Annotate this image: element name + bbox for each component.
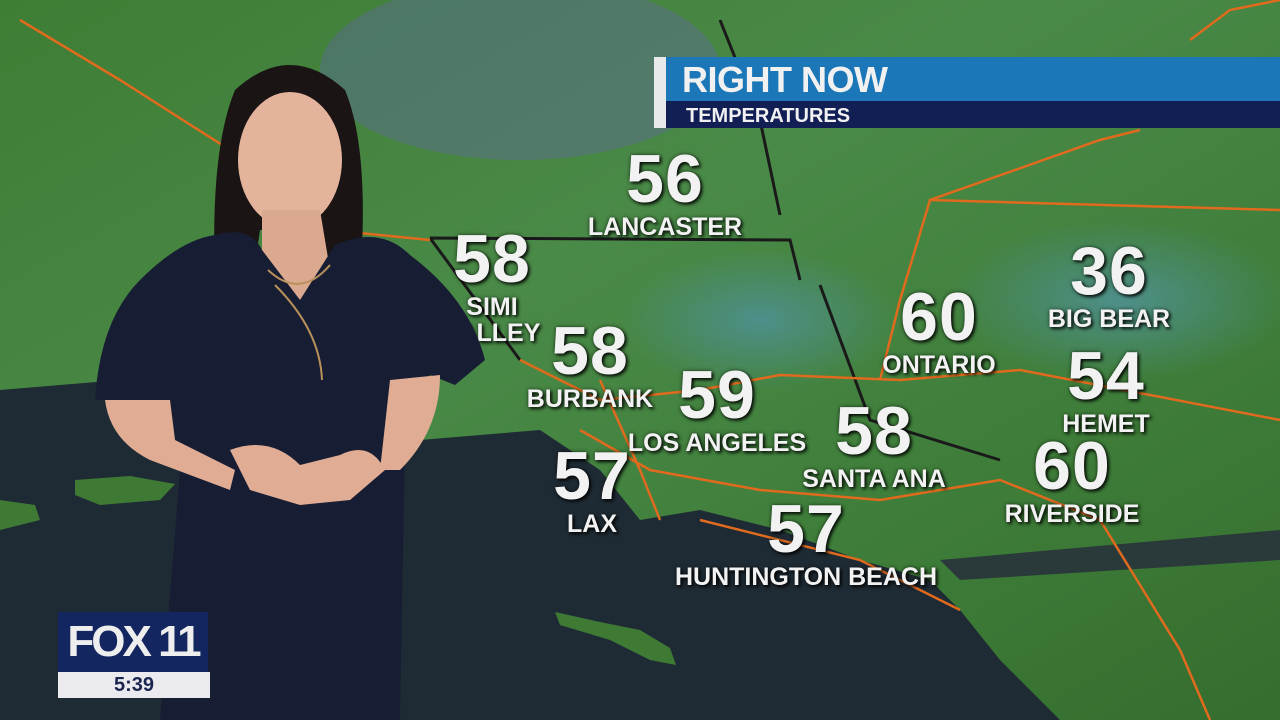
city-name: SANTA ANA	[802, 465, 946, 493]
city-name: HEMET	[1062, 410, 1150, 438]
presenter-hands	[230, 445, 385, 505]
city-big-bear: 36 BIG BEAR	[1047, 233, 1171, 333]
temperature: 58	[835, 393, 913, 469]
temperature: 56	[626, 141, 704, 217]
temperature: 58	[453, 221, 531, 297]
presenter	[95, 65, 485, 720]
temperature: 57	[767, 491, 845, 567]
banner-subtitle-bar: TEMPERATURES	[666, 101, 1280, 128]
city-burbank: 58 BURBANK	[526, 313, 654, 413]
city-name: RIVERSIDE	[1004, 500, 1140, 528]
temperature: 57	[553, 438, 631, 514]
banner-title-bar: RIGHT NOW	[666, 57, 1280, 101]
clock-time: 5:39	[58, 672, 210, 698]
banner-accent	[654, 57, 666, 128]
city-name: BURBANK	[526, 385, 654, 413]
temperature: 60	[900, 279, 978, 355]
right-now-banner: RIGHT NOW TEMPERATURES	[654, 57, 1280, 128]
city-los-angeles: 59 LOS ANGELES	[627, 357, 807, 457]
presenter-arm	[105, 400, 235, 490]
station-logo: FOX 11 5:39	[58, 612, 210, 698]
city-name: LAX	[566, 510, 617, 538]
temperature: 59	[678, 357, 756, 433]
temperature: 54	[1067, 338, 1145, 414]
city-name: ONTARIO	[882, 351, 996, 379]
city-name: LOS ANGELES	[627, 429, 807, 457]
city-riverside: 60 RIVERSIDE	[1004, 428, 1140, 528]
city-hemet: 54 HEMET	[1062, 338, 1150, 438]
state-line	[940, 530, 1280, 580]
city-name: HUNTINGTON BEACH	[674, 563, 938, 591]
presenter-arm	[380, 375, 440, 470]
city-name: BIG BEAR	[1047, 305, 1171, 333]
temperature: 58	[551, 313, 629, 389]
city-santa-ana: 58 SANTA ANA	[802, 393, 946, 493]
temperature: 60	[1033, 428, 1111, 504]
banner-subtitle: TEMPERATURES	[686, 105, 851, 127]
island	[0, 500, 40, 530]
city-huntington-beach: 57 HUNTINGTON BEACH	[674, 491, 938, 591]
city-ontario: 60 ONTARIO	[882, 279, 996, 379]
highways	[19, 0, 1280, 720]
presenter-necklace	[267, 264, 331, 381]
temperature: 36	[1070, 233, 1148, 309]
city-name: LANCASTER	[587, 213, 743, 241]
island-catalina	[555, 612, 676, 665]
mountains-haze	[950, 220, 1280, 380]
presenter-face	[238, 92, 342, 228]
city-lax: 57 LAX	[553, 438, 631, 538]
city-lancaster: 56 LANCASTER	[587, 141, 743, 241]
desert-haze	[320, 0, 720, 160]
station-brand: FOX 11	[58, 612, 208, 672]
mountains-haze	[620, 250, 900, 390]
banner-title: RIGHT NOW	[682, 59, 888, 100]
island	[75, 476, 175, 505]
city-name: SIMI	[466, 293, 518, 321]
